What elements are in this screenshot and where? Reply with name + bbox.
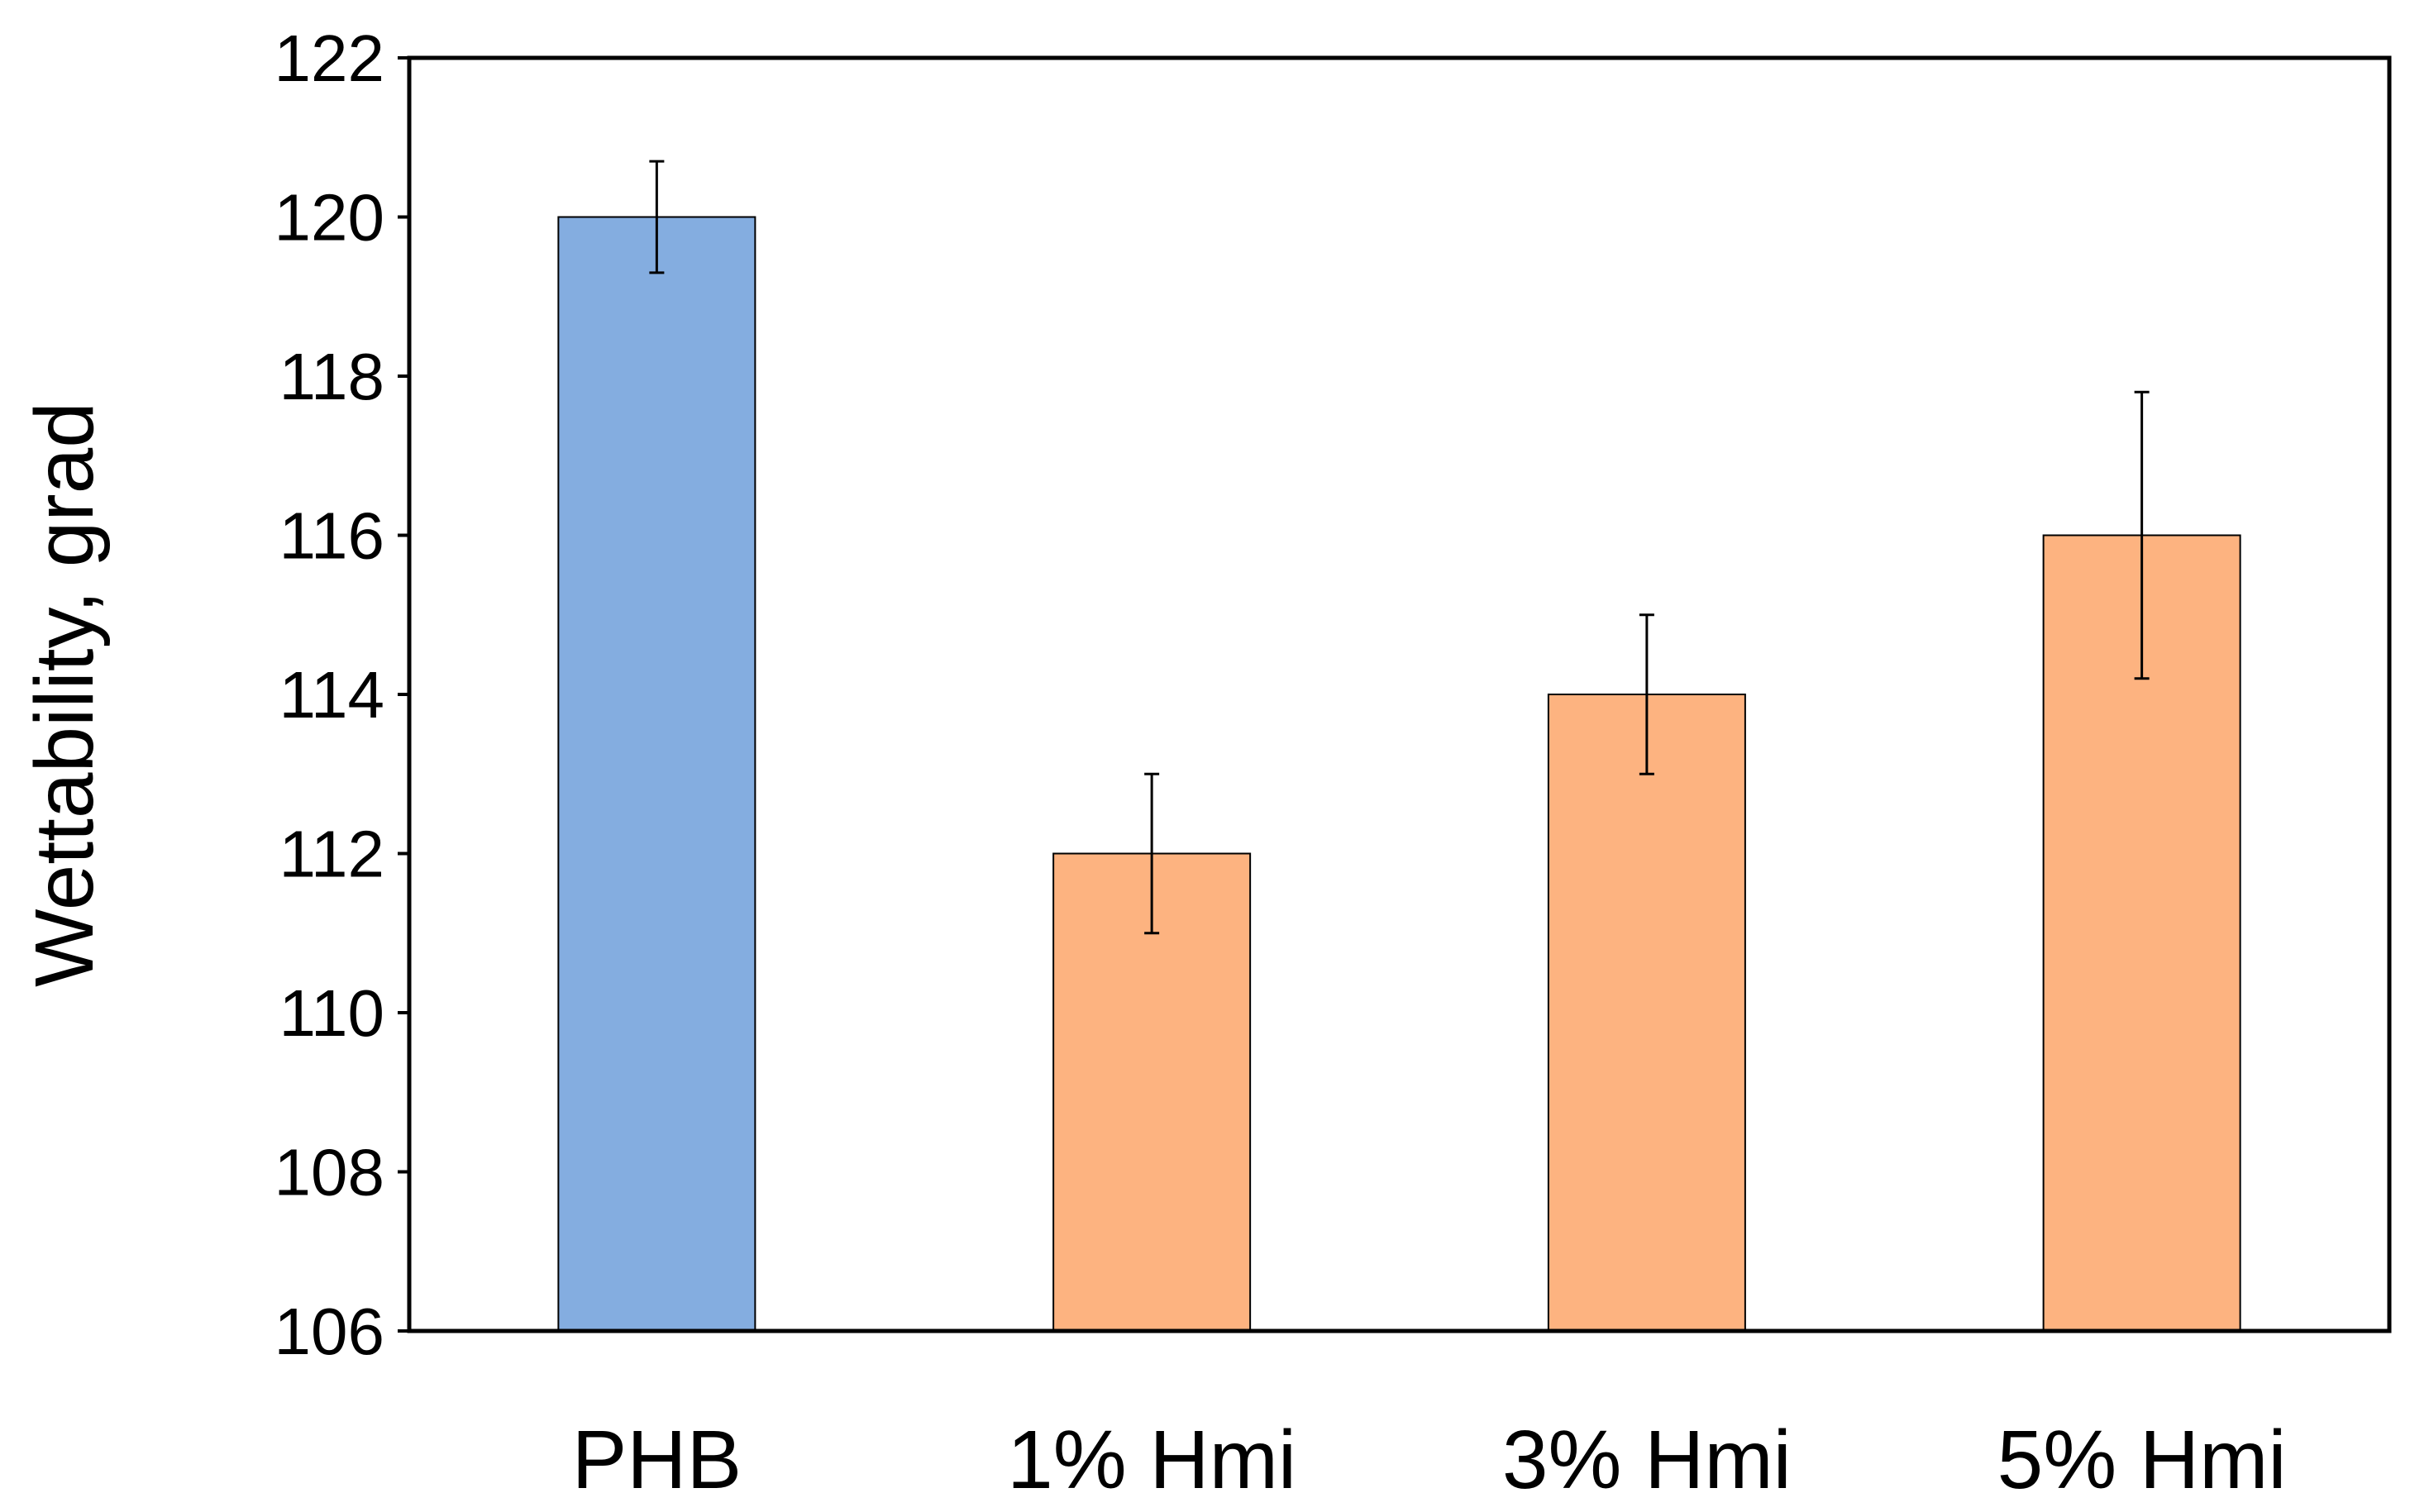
bar	[557, 216, 756, 1332]
y-tick-label: 118	[279, 340, 384, 413]
error-bars-layer	[649, 160, 2150, 935]
y-tick-label: 108	[274, 1136, 384, 1209]
x-axis-category-labels: PHB 1% Hmi 3% Hmi 5% Hmi	[572, 1414, 2287, 1506]
x-category-label: 1% Hmi	[1007, 1414, 1296, 1506]
y-axis-title: Wettability, grad	[18, 402, 111, 987]
x-category-label: 3% Hmi	[1502, 1414, 1792, 1506]
y-axis-ticks: 106 108 110 112 114 116 118 120 122	[274, 21, 409, 1368]
x-category-label: 5% Hmi	[1997, 1414, 2287, 1506]
bars-layer	[557, 216, 2241, 1332]
y-tick-label: 122	[274, 21, 384, 95]
y-tick-label: 120	[274, 181, 384, 255]
y-tick-label: 112	[279, 818, 384, 891]
x-category-label: PHB	[572, 1414, 742, 1506]
y-tick-label: 110	[279, 976, 384, 1050]
y-tick-label: 114	[279, 658, 384, 732]
bar	[1547, 694, 1746, 1332]
y-tick-label: 106	[274, 1295, 384, 1368]
y-tick-label: 116	[279, 499, 384, 573]
